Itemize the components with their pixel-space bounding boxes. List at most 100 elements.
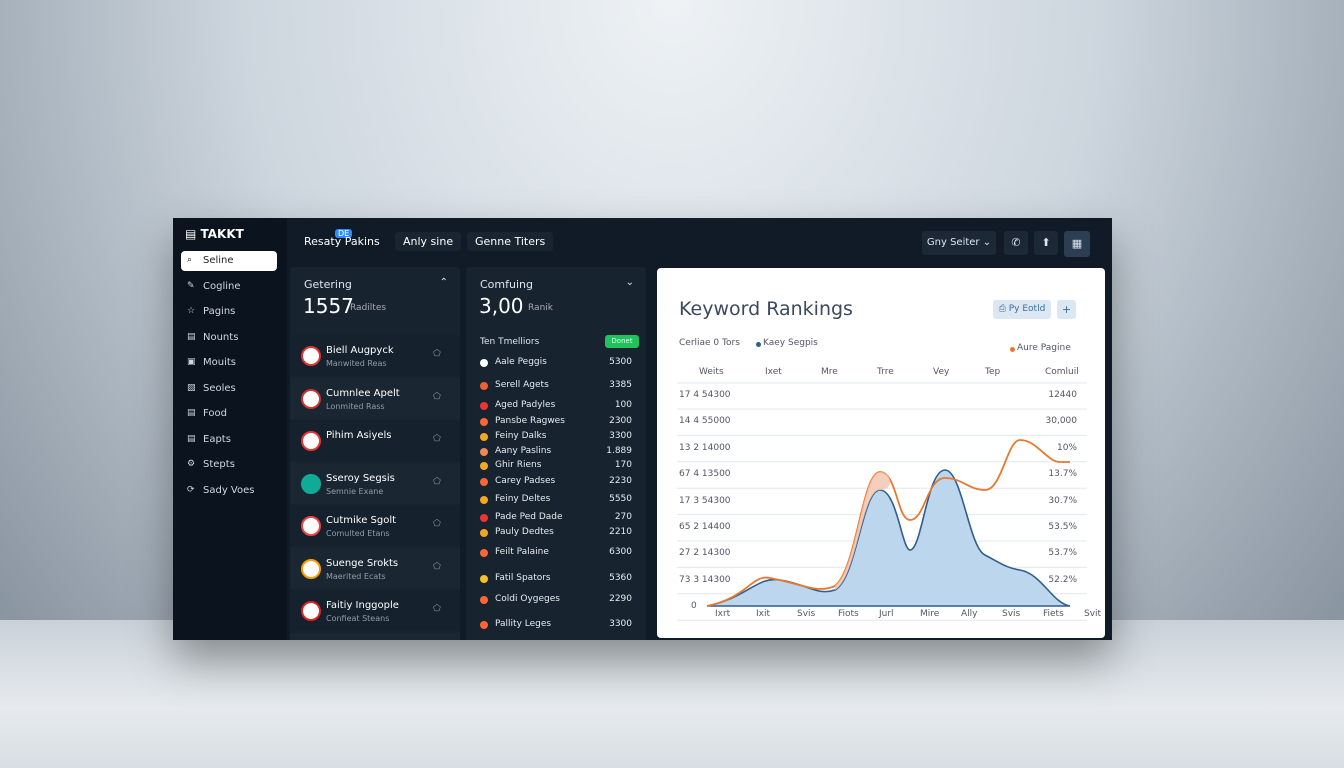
item-sub: Comulted Etans <box>326 529 390 538</box>
row-value: 2290 <box>609 594 632 604</box>
chevron: ⌄ <box>625 277 634 288</box>
card-unit: Radiltes <box>350 303 387 313</box>
nav-item[interactable]: Food <box>203 408 227 419</box>
rankings-panel: Keyword Rankings ⎙ Py Eotld + Cerliae 0 … <box>657 268 1105 638</box>
nav-item[interactable]: Mouits <box>203 357 236 368</box>
column-header: Tep <box>985 367 1001 377</box>
column-header: Weits <box>699 367 724 377</box>
column-header: Comluil <box>1045 367 1079 377</box>
legend-dot <box>756 342 761 347</box>
tab[interactable]: Resaty Pakins <box>304 235 380 248</box>
row-dot <box>480 433 488 441</box>
tab[interactable]: Anly sine <box>395 232 462 251</box>
item-action: ⬠ <box>433 561 441 572</box>
row-value: 3300 <box>609 431 632 441</box>
blue-area <box>706 469 1071 607</box>
legend-dot <box>1010 347 1015 352</box>
row-name: Pade Ped Dade <box>495 512 563 522</box>
row-name: Ghir Riens <box>495 460 542 470</box>
row-label: 17 4 54300 <box>679 390 731 400</box>
row-name: Pauly Dedtes <box>495 527 554 537</box>
row-dot <box>480 478 488 486</box>
item-name: Sseroy Segsis <box>326 472 395 484</box>
row-dot <box>480 418 488 426</box>
row-label: 0 <box>691 601 697 612</box>
nav-selected[interactable] <box>181 251 277 271</box>
right-label: 12440 <box>1048 390 1077 400</box>
row-name: Carey Padses <box>495 476 556 486</box>
x-label: Ally <box>961 609 978 619</box>
item-action: ⬠ <box>433 349 441 359</box>
card-getering: Getering ⌃ 1557 Radiltes Biell Augpyck Ma… <box>290 267 460 640</box>
panel-title: Keyword Rankings <box>679 298 853 320</box>
row-value: 2300 <box>609 416 632 426</box>
row-value: 5300 <box>609 357 632 367</box>
row-value: 2230 <box>609 476 632 486</box>
item-action: ⬠ <box>433 434 441 444</box>
badge: DE <box>335 229 353 238</box>
row-label: 73 3 14300 <box>679 574 731 585</box>
row-name: Fatil Spators <box>495 573 551 583</box>
tab[interactable]: Genne Titers <box>467 232 554 251</box>
nav-item[interactable]: Pagins <box>203 306 236 317</box>
row-name: Feiny Dalks <box>495 431 547 441</box>
row-dot <box>480 448 488 456</box>
nav-item[interactable]: Sady Voes <box>203 484 255 496</box>
right-label: 53.5% <box>1048 522 1077 532</box>
row-label: 17 3 54300 <box>679 495 731 506</box>
row-name: Pallity Leges <box>495 619 552 629</box>
nav-item[interactable]: Seline <box>203 255 234 266</box>
user-button[interactable]: ⬆ <box>1034 231 1058 255</box>
item-icon <box>301 516 321 536</box>
nav-icon: ▤ <box>187 433 196 444</box>
grid-button[interactable]: ▦ <box>1064 231 1090 257</box>
row-value: 6300 <box>609 547 632 557</box>
row-value: 3385 <box>609 380 632 390</box>
row-value: 1.889 <box>606 446 632 456</box>
right-label: 52.2% <box>1048 574 1077 585</box>
row-dot <box>480 402 488 410</box>
row-dot <box>480 529 488 537</box>
card-big: 1557 <box>303 294 354 318</box>
item-name: Pihim Asiyels <box>326 430 392 441</box>
logo: ▤ TAKKT <box>185 227 244 241</box>
nav-icon: ▤ <box>187 331 196 342</box>
row-dot <box>480 496 488 504</box>
nav-item[interactable]: Eapts <box>203 433 231 445</box>
phone-button[interactable]: ✆ <box>1004 231 1028 255</box>
edit-button[interactable]: ⎙ Py Eotld <box>993 300 1051 319</box>
nav-item[interactable]: Nounts <box>203 331 239 343</box>
item-sub: Semnie Exane <box>326 486 384 496</box>
row-name: Coldi Oygeges <box>495 594 560 604</box>
plus-button[interactable]: + <box>1057 300 1076 319</box>
column-header: Trre <box>877 367 894 377</box>
dropdown-text: Gny Seiter <box>926 237 980 248</box>
plot <box>677 382 1087 621</box>
right-label: 53.7% <box>1048 548 1077 559</box>
legend-item: Kaey Segpis <box>763 338 818 348</box>
x-label: Fiets <box>1043 609 1064 619</box>
row-value: 100 <box>614 400 632 410</box>
nav-item[interactable]: Seoles <box>203 382 236 394</box>
status-button[interactable]: Donet <box>605 335 639 348</box>
card-title: Comfuing <box>480 278 533 291</box>
logo-text: TAKKT <box>200 227 244 241</box>
sidebar: ▤ TAKKT ⌕ Seline ✎ Cogline ☆ Pagins ▤ Nounts ▣ Mo… <box>173 218 287 640</box>
item-action: ⬠ <box>433 519 441 529</box>
dropdown[interactable]: Gny Seiter ⌄ <box>922 231 996 255</box>
row-label: 67 4 13500 <box>679 469 731 480</box>
right-label: 30,000 <box>1045 416 1078 427</box>
row-label: 27 2 14300 <box>679 548 731 559</box>
nav-item[interactable]: Cogline <box>203 280 241 292</box>
right-label: 30.7% <box>1048 495 1077 506</box>
list-title: Ten Tmelliors <box>480 337 540 347</box>
row-name: Aany Paslins <box>495 446 552 456</box>
dashboard: ▤ TAKKT ⌕ Seline ✎ Cogline ☆ Pagins ▤ Nounts ▣ Mo… <box>173 218 1112 640</box>
nav-item[interactable]: Stepts <box>203 459 235 470</box>
item-icon <box>301 473 321 494</box>
row-name: Feiny Deltes <box>495 494 551 504</box>
item-action: ⬠ <box>433 476 441 487</box>
x-label: Ixrt <box>715 609 731 619</box>
nav-icon: ⌕ <box>187 255 193 265</box>
row-value: 170 <box>614 460 632 470</box>
